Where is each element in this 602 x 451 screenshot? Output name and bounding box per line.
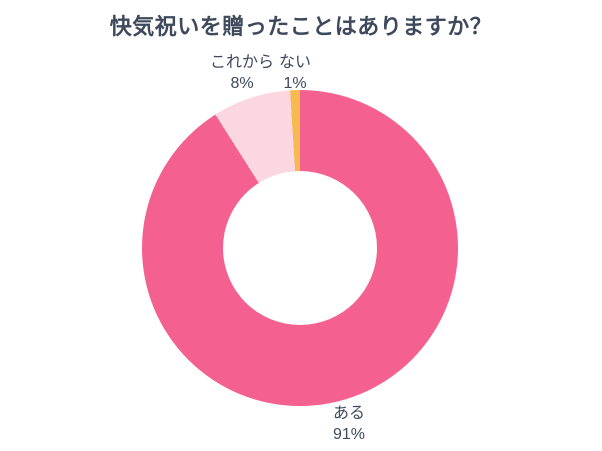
slice-label-value: 8% bbox=[230, 75, 254, 92]
slice-label-aru: ある 91% bbox=[299, 403, 399, 445]
slice-label-value: 1% bbox=[283, 75, 307, 92]
slice-label-nai: ない 1% bbox=[255, 52, 335, 94]
donut-hole bbox=[223, 171, 377, 325]
slice-label-name: ない bbox=[278, 54, 311, 71]
slice-label-name: これから bbox=[209, 54, 274, 71]
slice-label-value: 91% bbox=[332, 426, 366, 443]
donut-chart bbox=[142, 90, 458, 406]
slice-label-name: ある bbox=[332, 405, 365, 422]
slice-label-korekara: これから 8% bbox=[192, 52, 292, 94]
chart-title: 快気祝いを贈ったことはありますか？ bbox=[109, 14, 493, 39]
